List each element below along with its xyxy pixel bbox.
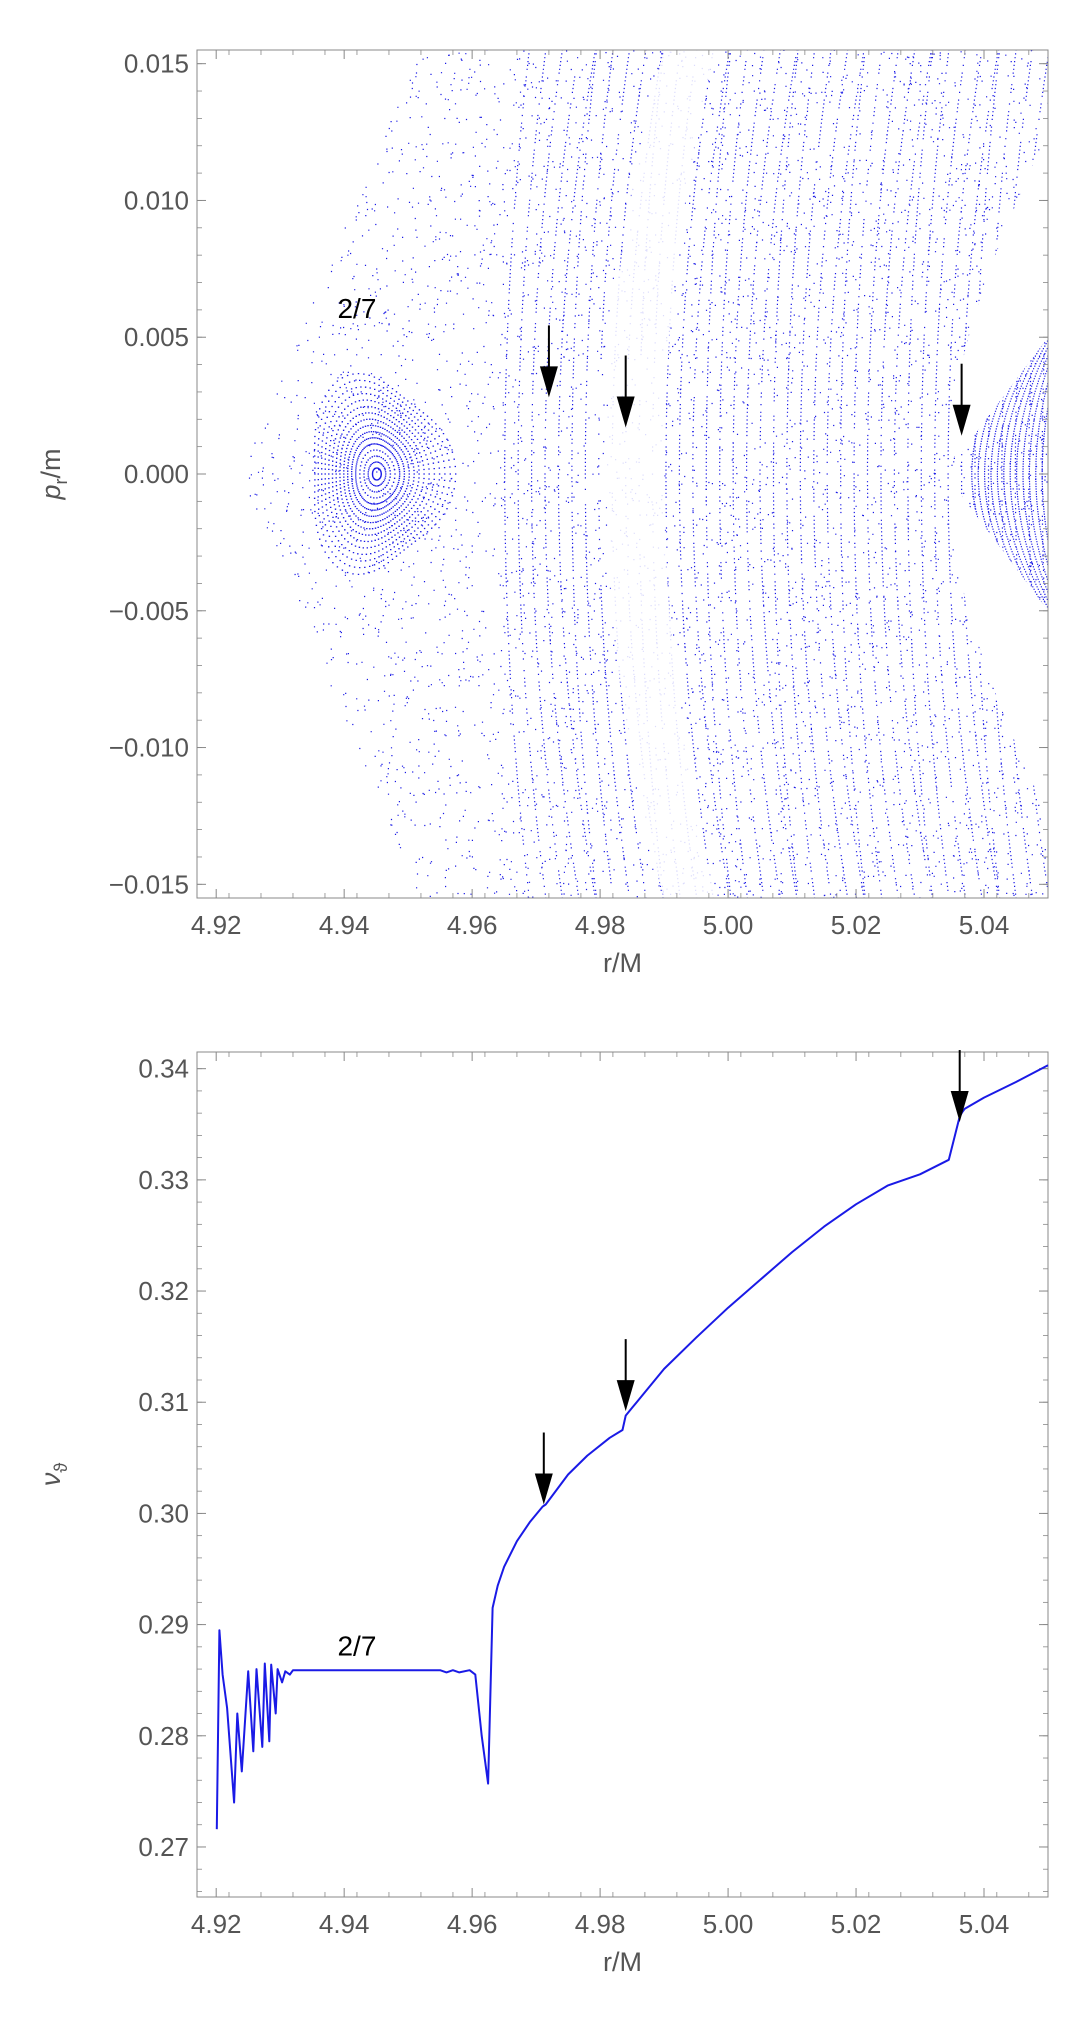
x-tick-label: 4.96 — [447, 1909, 498, 1939]
x-tick-label: 4.96 — [447, 910, 498, 940]
arrow-head — [952, 404, 971, 436]
y-tick-label: 0.015 — [124, 49, 189, 79]
y-tick-label: 0.000 — [124, 459, 189, 489]
arrow-head — [616, 396, 635, 428]
arrow-head — [616, 1380, 635, 1412]
x-axis-label: r/M — [603, 1947, 642, 1977]
y-tick-label: 0.34 — [138, 1054, 189, 1084]
x-tick-label: 4.94 — [319, 910, 370, 940]
resonance-label: 2/7 — [337, 293, 376, 324]
y-tick-label: 0.28 — [138, 1721, 189, 1751]
annotations: 2/7 — [337, 1050, 969, 1662]
y-axis-label-sub: r — [51, 478, 71, 484]
x-tick-label: 4.98 — [575, 910, 626, 940]
gap-region — [953, 132, 1048, 461]
x-tick-label: 5.00 — [703, 1909, 754, 1939]
y-axis-label: pr/m — [36, 448, 71, 500]
scatter-stability-island — [313, 372, 457, 576]
gap-region — [953, 487, 1048, 816]
x-tick-label: 4.92 — [191, 1909, 242, 1939]
annotations: 2/7 — [337, 293, 971, 436]
arrow-head — [539, 366, 558, 398]
y-axis-label-sub: ϑ — [51, 1463, 71, 1473]
rotation-number-series — [215, 1064, 1049, 1830]
y-tick-label: 0.31 — [138, 1387, 189, 1417]
y-axis-label-main: p — [36, 484, 66, 500]
axes: 4.92 4.94 4.96 4.98 5.00 5.02 5.04 0.015 0.010 0.… — [36, 49, 1048, 978]
x-tick-label: 5.02 — [831, 1909, 882, 1939]
x-tick-label: 4.92 — [191, 910, 242, 940]
y-tick-label: 0.27 — [138, 1832, 189, 1862]
y-tick-label: 0.30 — [138, 1498, 189, 1528]
y-tick-label: 0.010 — [124, 185, 189, 215]
axes: 4.92 4.94 4.96 4.98 5.00 5.02 5.04 0.34 0.33 0.32… — [36, 1052, 1048, 1977]
resonance-label: 2/7 — [337, 1631, 376, 1662]
y-axis-label: νϑ — [36, 1463, 71, 1487]
y-tick-label: 0.005 — [124, 322, 189, 352]
y-axis-label-main: ν — [36, 1472, 66, 1486]
y-tick-label: −0.015 — [109, 869, 189, 899]
y-tick-label: 0.29 — [138, 1610, 189, 1640]
arrow-head — [534, 1473, 553, 1505]
arrow-head — [950, 1091, 969, 1123]
plot-frame — [196, 1051, 1049, 1898]
y-tick-label: −0.005 — [109, 596, 189, 626]
poincare-scatter — [248, 50, 1048, 898]
y-tick-label: 0.32 — [138, 1276, 189, 1306]
x-axis-label: r/M — [603, 948, 642, 978]
y-axis-label-rest: /m — [36, 448, 66, 478]
series-line — [215, 1064, 1049, 1830]
x-tick-label: 5.04 — [959, 910, 1010, 940]
chart-bottom: 4.92 4.94 4.96 4.98 5.00 5.02 5.04 0.34 0.33 0.32… — [36, 1050, 1049, 1977]
x-tick-label: 4.98 — [575, 1909, 626, 1939]
x-tick-label: 5.04 — [959, 1909, 1010, 1939]
x-tick-label: 5.02 — [831, 910, 882, 940]
x-tick-label: 5.00 — [703, 910, 754, 940]
chart-top: 4.92 4.94 4.96 4.98 5.00 5.02 5.04 0.015 0.010 0.… — [36, 49, 1049, 978]
y-tick-label: 0.33 — [138, 1165, 189, 1195]
gap-region — [606, 50, 716, 898]
y-tick-label: −0.010 — [109, 733, 189, 763]
x-tick-label: 4.94 — [319, 1909, 370, 1939]
